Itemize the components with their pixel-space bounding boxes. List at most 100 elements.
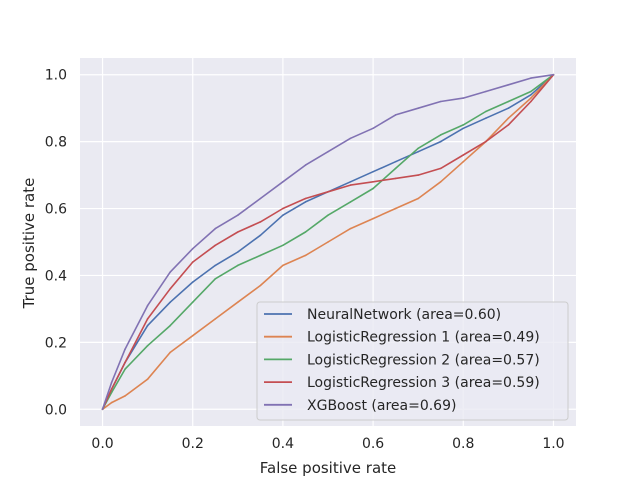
x-tick-label: 0.6 [362, 436, 384, 452]
legend-label: LogisticRegression 1 (area=0.49) [307, 330, 540, 346]
roc-point [169, 351, 171, 354]
roc-point [349, 181, 352, 183]
roc-point [282, 214, 284, 216]
x-ticks: 0.0 0.2 0.4 0.6 0.8 1.0 [91, 436, 564, 452]
roc-point [146, 378, 149, 381]
x-tick-label: 0.4 [272, 436, 294, 452]
y-tick-label: 0.2 [45, 335, 67, 351]
roc-point [282, 181, 284, 183]
x-axis-label: False positive rate [260, 459, 397, 477]
roc-point [259, 254, 262, 257]
roc-point [530, 94, 532, 96]
roc-point [439, 167, 442, 170]
roc-point [372, 127, 374, 130]
roc-point [485, 140, 487, 143]
roc-point [191, 261, 194, 263]
roc-point [439, 134, 442, 136]
roc-point [146, 344, 149, 347]
roc-point [417, 107, 420, 109]
roc-point [146, 304, 149, 307]
roc-point [304, 197, 307, 200]
roc-point [530, 90, 532, 93]
roc-curve-line [101, 74, 555, 410]
roc-point [417, 174, 420, 176]
roc-point [462, 97, 465, 99]
roc-point [327, 241, 329, 243]
roc-point [191, 334, 194, 337]
roc-point [214, 244, 217, 247]
legend-label: LogisticRegression 3 (area=0.59) [307, 375, 540, 391]
roc-point [282, 207, 284, 210]
roc-point [372, 181, 374, 183]
roc-point [304, 231, 307, 233]
roc-curve-line [101, 74, 555, 410]
roc-point [394, 167, 397, 170]
roc-point [124, 395, 126, 397]
roc-point [259, 221, 262, 223]
legend-box [256, 301, 569, 421]
roc-point [169, 324, 171, 327]
roc-point [214, 278, 217, 280]
roc-point [507, 84, 510, 86]
roc-point [214, 227, 217, 230]
roc-point [214, 264, 217, 267]
roc-point [372, 187, 374, 190]
y-tick-label: 0.6 [45, 202, 67, 218]
roc-point [124, 348, 126, 350]
roc-point [417, 150, 420, 153]
roc-point [394, 160, 397, 163]
roc-point [439, 100, 442, 103]
series-4 [101, 73, 555, 411]
roc-point [417, 197, 420, 200]
roc-point [349, 184, 352, 186]
roc-point [237, 301, 239, 304]
legend-item: LogisticRegression 1 (area=0.49) [264, 330, 540, 346]
roc-point [462, 124, 465, 126]
roc-point [462, 127, 465, 130]
roc-point [146, 318, 149, 320]
roc-point [507, 107, 510, 109]
roc-point [349, 201, 352, 203]
legend-label: XGBoost (area=0.69) [307, 398, 456, 414]
legend-item: NeuralNetwork (area=0.60) [264, 307, 501, 323]
legend-item: LogisticRegression 2 (area=0.57) [264, 352, 540, 368]
roc-point [282, 244, 284, 247]
roc-point [110, 391, 113, 394]
y-tick-label: 0.0 [45, 402, 67, 418]
roc-point [237, 264, 239, 267]
legend-item: LogisticRegression 3 (area=0.59) [264, 375, 540, 391]
roc-point [485, 117, 487, 119]
roc-point [417, 147, 420, 150]
x-tick-label: 0.8 [452, 436, 474, 452]
roc-point [110, 388, 113, 391]
roc-point [372, 170, 374, 173]
roc-point [507, 124, 510, 126]
series-1 [101, 73, 555, 411]
roc-point [237, 214, 239, 216]
roc-point [237, 231, 239, 233]
roc-point [146, 324, 149, 327]
x-tick-label: 0.0 [91, 436, 113, 452]
roc-point [349, 137, 352, 140]
roc-point [237, 251, 239, 253]
roc-curve-line [101, 74, 554, 410]
legend-item: XGBoost (area=0.69) [264, 398, 456, 414]
roc-point [191, 247, 194, 250]
roc-point [304, 254, 307, 257]
roc-point [507, 117, 510, 119]
roc-point [259, 197, 262, 200]
roc-point [304, 201, 307, 203]
roc-point [259, 234, 262, 237]
roc-point [327, 150, 329, 153]
legend-label: LogisticRegression 2 (area=0.57) [307, 352, 540, 368]
roc-point [259, 284, 262, 287]
roc-point [110, 381, 113, 384]
roc-point [124, 368, 126, 370]
series-5 [101, 73, 555, 411]
roc-point [349, 227, 352, 230]
roc-point [191, 281, 194, 283]
roc-point [507, 100, 510, 103]
roc-point [530, 100, 532, 103]
roc-point [124, 361, 126, 364]
